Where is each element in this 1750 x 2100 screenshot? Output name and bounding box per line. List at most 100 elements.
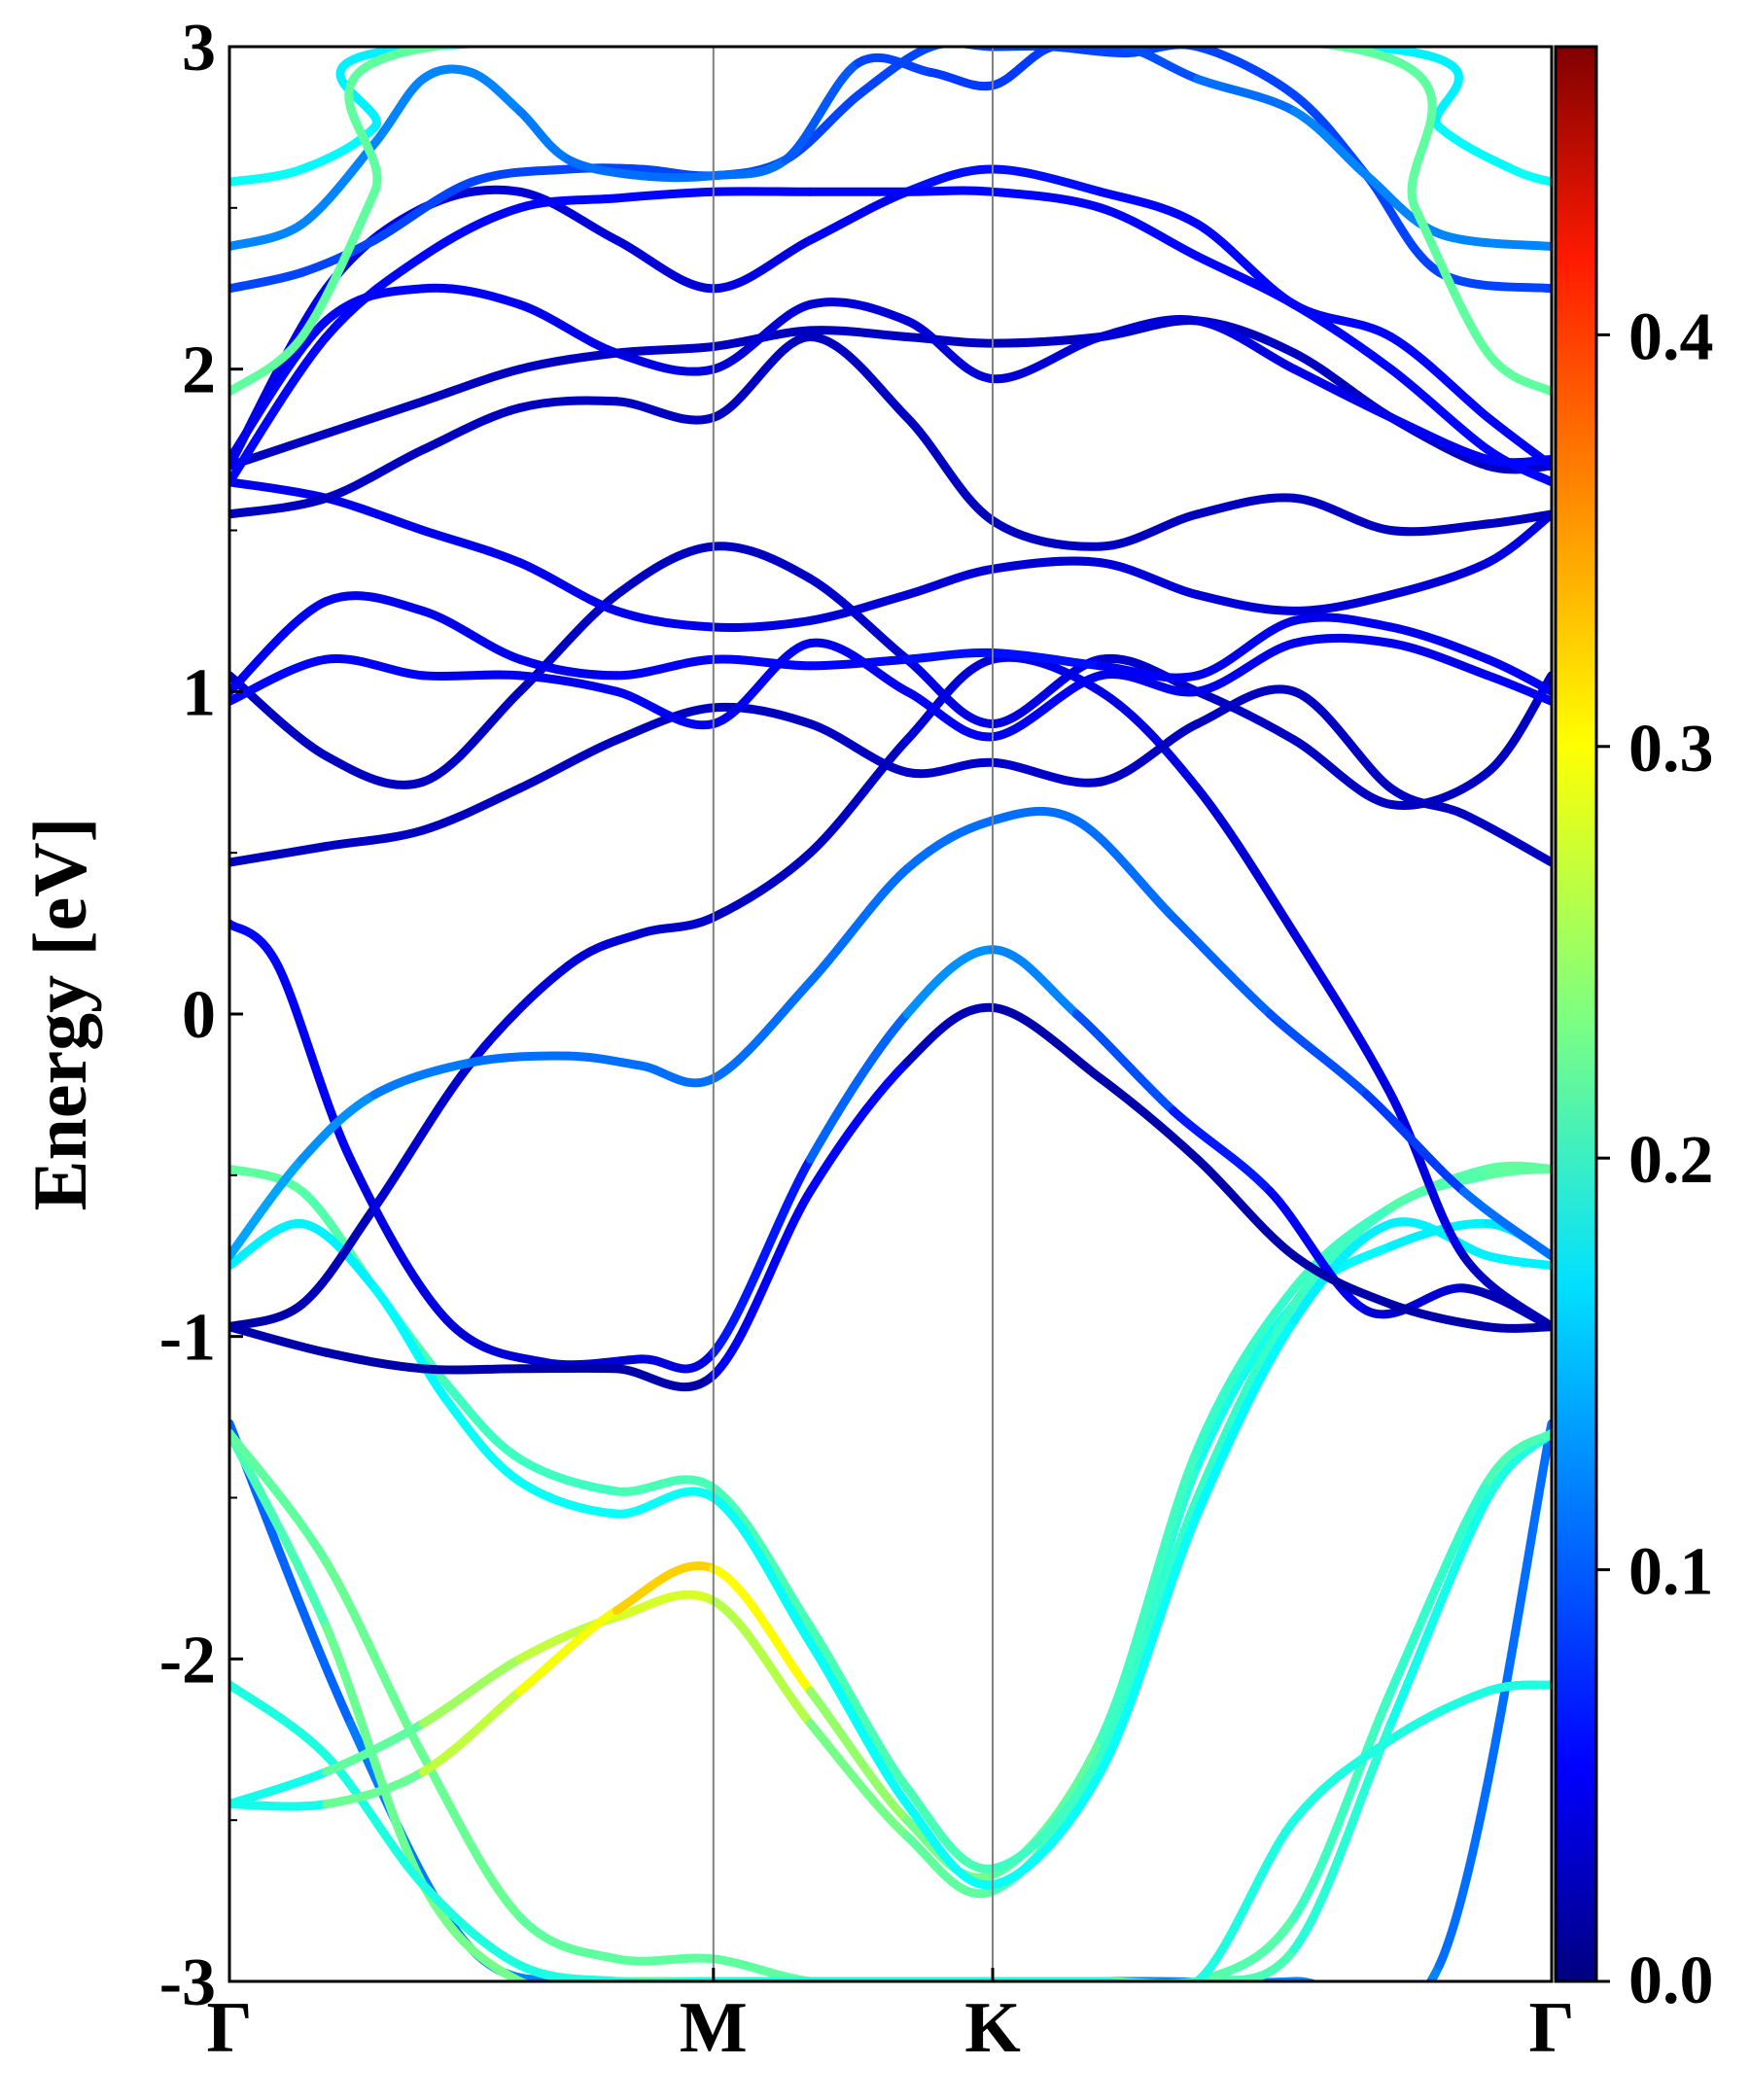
band-segment <box>1458 1186 1552 1261</box>
band-segment <box>902 648 998 664</box>
band-segment <box>1096 1509 1203 1776</box>
band-segment <box>1483 1164 1552 1180</box>
band-segment <box>709 1154 815 1357</box>
band-segment <box>229 654 332 706</box>
band-segment <box>709 1186 815 1380</box>
band-segment <box>1071 1009 1178 1115</box>
band-segment <box>369 1283 452 1406</box>
band-segment <box>418 1364 525 1375</box>
band-segment <box>418 403 525 455</box>
band-segment <box>1289 1719 1396 1954</box>
band-segment <box>1193 252 1299 309</box>
band-segment <box>709 615 815 632</box>
band-segment <box>1289 493 1396 535</box>
band-segment <box>612 606 718 632</box>
y-tick-label: 0 <box>182 978 216 1053</box>
band-17 <box>229 477 1552 632</box>
band-24 <box>229 47 1552 252</box>
band-segment <box>1120 47 1203 84</box>
band-segment <box>612 703 718 745</box>
band-segment <box>418 47 1372 52</box>
x-tick-label: Γ <box>206 1988 252 2068</box>
band-20 <box>229 283 1552 468</box>
band-segment <box>1193 74 1299 116</box>
band-segment <box>988 556 1105 574</box>
band-segment <box>229 1322 332 1357</box>
band-segment <box>1289 1687 1396 1922</box>
band-segment <box>1289 1734 1396 1825</box>
band-segment <box>346 1154 452 1325</box>
band-segment <box>428 47 1348 52</box>
band-segment <box>988 1002 1105 1083</box>
band-16 <box>229 591 1552 696</box>
band-segment <box>902 686 998 742</box>
band-segment <box>805 1009 912 1164</box>
band-segment <box>515 396 621 412</box>
band-segment <box>902 332 998 348</box>
band-segment <box>1193 493 1299 519</box>
band-segment <box>1289 928 1396 1100</box>
band-segment <box>1289 686 1396 793</box>
band-segment <box>902 186 998 196</box>
band-segment <box>1483 412 1552 471</box>
band-segment <box>515 1912 621 1964</box>
band-segment <box>1386 1090 1468 1261</box>
band-segment <box>229 1219 307 1271</box>
band-segment <box>1096 187 1203 228</box>
band-segment <box>322 252 428 341</box>
band-segment <box>1435 228 1552 252</box>
band-segment <box>709 542 815 583</box>
band-segment <box>988 332 1105 384</box>
band-segment <box>805 1687 912 1825</box>
band-segment <box>709 848 815 922</box>
colorbar-tick-label: 0.0 <box>1628 1943 1714 2018</box>
band-segment <box>612 187 718 203</box>
y-tick-label: 2 <box>182 333 216 408</box>
band-segment <box>988 187 1105 213</box>
band-segment <box>1362 47 1463 132</box>
band-segment <box>927 68 998 91</box>
band-segment <box>709 977 815 1083</box>
band-segment <box>322 825 428 851</box>
band-segment <box>229 1680 332 1761</box>
band-segment <box>322 654 428 681</box>
band-segment <box>515 1477 621 1519</box>
band-segment <box>1096 653 1203 696</box>
band-segment <box>1386 1300 1492 1332</box>
band-segment <box>540 1354 646 1370</box>
band-lines <box>229 47 1552 1981</box>
band-segment <box>1289 735 1396 809</box>
band-segment <box>229 493 332 519</box>
band-segment <box>1289 299 1396 374</box>
band-segment <box>805 590 912 625</box>
band-2 <box>229 1428 1552 1981</box>
band-segment <box>229 1428 332 1631</box>
band-segment <box>418 686 525 787</box>
band-segment <box>988 164 1105 196</box>
band-segment <box>322 445 428 503</box>
band-segment <box>988 671 1105 742</box>
band-segment <box>612 686 718 730</box>
band-segment <box>1435 1418 1552 1970</box>
band-segment <box>805 1719 912 1841</box>
band-segment <box>1338 47 1437 213</box>
band-segment <box>515 299 621 358</box>
band-segment <box>709 1596 815 1729</box>
band-segment <box>709 1484 815 1631</box>
band-segment <box>612 235 718 294</box>
band-segment <box>1193 1815 1299 1981</box>
band-segment <box>1386 622 1492 664</box>
band-segment <box>1386 1171 1492 1212</box>
band-segment <box>229 219 307 252</box>
band-segment <box>298 122 379 174</box>
band-15 <box>229 633 1552 742</box>
band-segment <box>1265 1186 1372 1315</box>
band-segment <box>467 68 525 116</box>
band-12 <box>229 806 1552 1261</box>
band-segment <box>709 1493 815 1648</box>
band-segment <box>1096 315 1203 341</box>
band-segment <box>988 757 1105 788</box>
band-segment <box>229 429 332 471</box>
band-segment <box>1096 558 1203 600</box>
